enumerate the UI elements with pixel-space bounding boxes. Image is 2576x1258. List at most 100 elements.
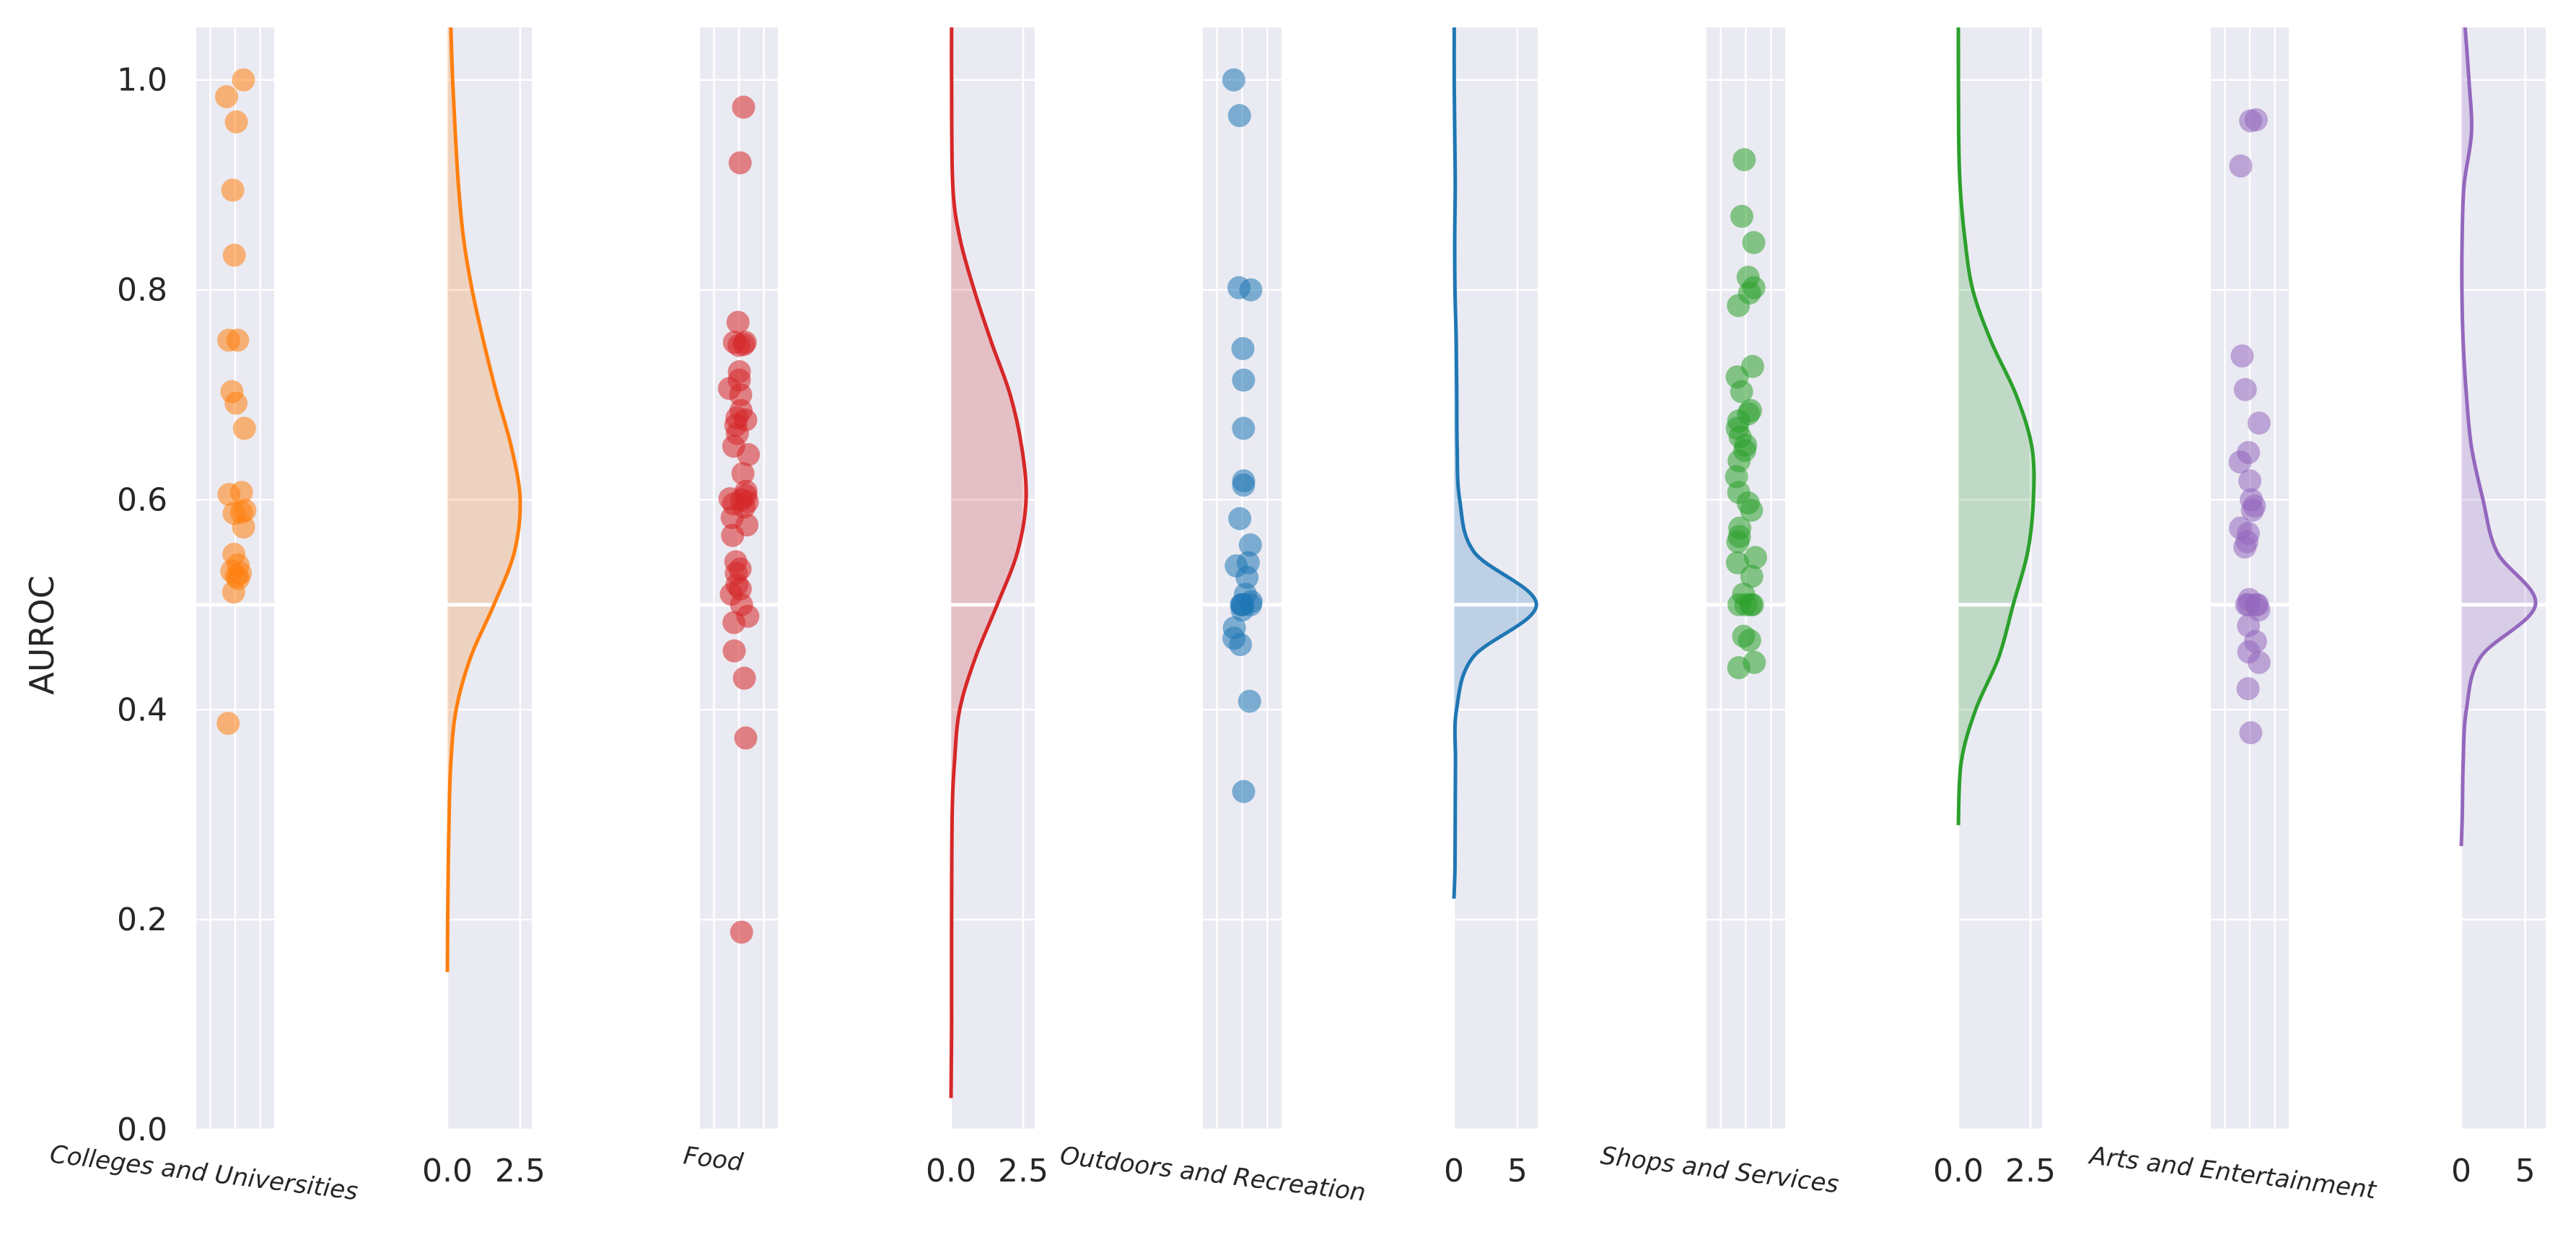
strip-point [721, 523, 745, 547]
y-axis: 0.0 0.2 0.4 0.6 0.8 1.0 [117, 62, 167, 1148]
strip-point [2236, 677, 2260, 701]
strip-point [2233, 377, 2257, 401]
strip-point [1228, 507, 1252, 530]
strip-point [2239, 721, 2263, 745]
kde-curve [2459, 27, 2538, 847]
strip-point [1740, 564, 1764, 588]
strip-point [731, 462, 755, 486]
kde-panel: 0.0 2.5 [422, 27, 546, 1189]
strip-point [732, 95, 755, 119]
strip-panel: Colleges and Universities [48, 27, 359, 1206]
y-tick-label: 1.0 [117, 62, 167, 99]
strip-point [728, 151, 752, 175]
strip-point [722, 639, 746, 663]
strip-point [1742, 231, 1766, 255]
strip-point [1232, 416, 1256, 440]
strip-point [1730, 380, 1753, 403]
strip-point [1237, 689, 1261, 713]
strip-point [216, 328, 240, 352]
strip-point [232, 416, 256, 440]
strip-point [1239, 278, 1263, 302]
chart-panels: Colleges and Universities 0.0 2.5 Food 0.0 2.… [48, 27, 2546, 1207]
strip-point [2229, 154, 2253, 178]
strip-point [1727, 294, 1751, 318]
strip-point [216, 712, 240, 735]
strip-point [2247, 411, 2271, 435]
strip-panel: Outdoors and Recreation [1059, 27, 1367, 1207]
y-axis-label: AUROC [22, 575, 61, 694]
strip-point [726, 310, 750, 334]
strip-point [1230, 598, 1254, 622]
strip-point [1727, 656, 1751, 680]
strip-point [224, 110, 248, 134]
strip-point [2240, 498, 2264, 522]
kde-x-tick-label: 0.0 [926, 1153, 976, 1189]
y-tick-label: 0.0 [117, 1111, 167, 1148]
strip-point [1232, 779, 1256, 803]
category-label: Outdoors and Recreation [1059, 1141, 1367, 1207]
strip-point [232, 68, 255, 92]
strip-point [1727, 593, 1751, 616]
strip-point [730, 920, 753, 944]
strip-point [1238, 533, 1262, 556]
strip-point [1231, 337, 1255, 361]
category-label: Colleges and Universities [48, 1140, 359, 1206]
strip-point [727, 333, 751, 357]
strip-point [1222, 68, 1245, 92]
kde-area [951, 27, 1027, 1098]
kde-x-tick-label: 5 [2515, 1153, 2536, 1189]
strip-point [232, 515, 255, 539]
kde-x-tick-label: 2.5 [495, 1153, 546, 1189]
strip-point [1730, 204, 1753, 228]
strip-point [221, 178, 245, 202]
strip-point [2230, 344, 2254, 368]
kde-area [1958, 27, 2034, 826]
strip-point [2247, 650, 2271, 674]
kde-curve [949, 27, 1028, 1098]
kde-panel: 0.0 2.5 [1933, 27, 2056, 1189]
strip-point [1229, 633, 1253, 657]
y-tick-label: 0.6 [117, 481, 167, 518]
strip-point [2239, 109, 2263, 133]
kde-panel-background [2461, 27, 2546, 1130]
strip-panel: Shops and Services [1599, 27, 1841, 1199]
y-tick-label: 0.4 [117, 691, 167, 728]
kde-curve [445, 27, 522, 972]
strip-point [222, 243, 246, 267]
kde-curve [1452, 27, 1538, 899]
kde-x-tick-label: 0.0 [422, 1153, 473, 1189]
kde-panel-background [1454, 27, 1538, 1130]
category-label: Food [682, 1141, 745, 1177]
y-tick-label: 0.2 [117, 901, 167, 938]
strip-point [1732, 148, 1756, 172]
kde-x-tick-label: 0 [2451, 1153, 2471, 1189]
kde-panel: 0.0 2.5 [926, 27, 1048, 1189]
strip-point [1725, 551, 1749, 575]
strip-point [1743, 546, 1767, 569]
strip-point [722, 611, 746, 634]
strip-point [1738, 629, 1761, 652]
kde-curve [1956, 27, 2036, 826]
strip-point [215, 84, 239, 108]
strip-point [2233, 535, 2257, 559]
kde-x-tick-label: 0 [1444, 1153, 1464, 1189]
strip-point [2228, 450, 2252, 474]
strip-point [1726, 530, 1750, 554]
kde-panel-background [951, 27, 1035, 1130]
category-label: Shops and Services [1599, 1141, 1841, 1199]
kde-x-tick-label: 0.0 [1933, 1153, 1984, 1189]
strip-point [217, 483, 241, 507]
strip-point [1232, 368, 1256, 392]
strip-point [732, 666, 756, 690]
strip-point [1227, 104, 1251, 128]
strip-panel: Arts and Entertainment [2087, 27, 2379, 1205]
strip-point [224, 391, 248, 415]
strip-point [1740, 498, 1764, 522]
kde-x-tick-label: 2.5 [2005, 1153, 2056, 1189]
strip-point [734, 726, 758, 750]
kde-area [2461, 27, 2536, 847]
kde-x-tick-label: 2.5 [998, 1153, 1048, 1189]
